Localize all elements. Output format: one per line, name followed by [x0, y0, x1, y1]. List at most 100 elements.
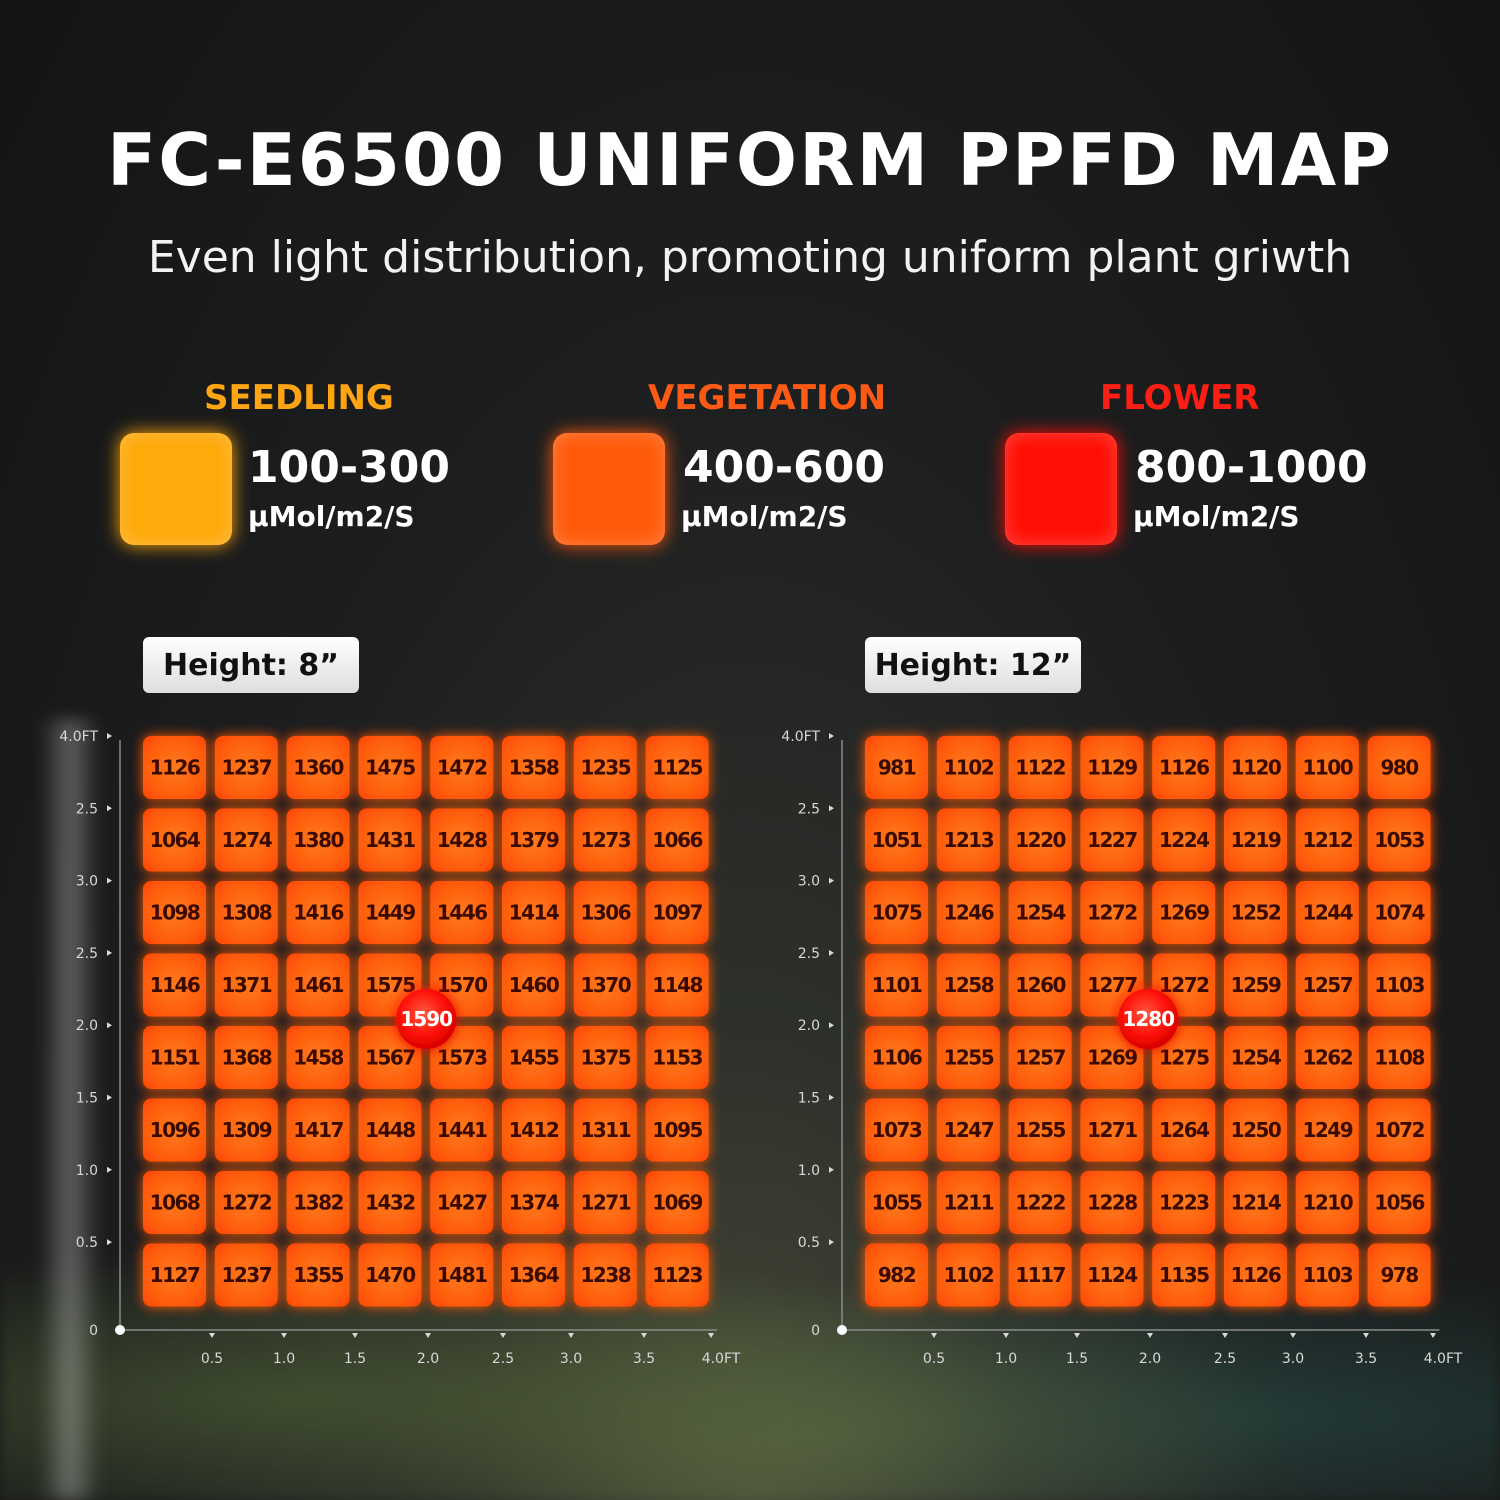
heatmap-cell-value: 1211 [943, 1191, 993, 1215]
legend-swatch [120, 433, 232, 545]
heatmap-cell-value: 1382 [293, 1191, 343, 1215]
heatmap-cell [286, 1098, 350, 1162]
legend-range: 400-600 [683, 442, 885, 493]
legend-unit: μMol/m2/S [248, 500, 415, 533]
x-tick-marker [500, 1333, 506, 1338]
x-tick-label: 1.0 [995, 1351, 1017, 1367]
heatmap-cell [214, 881, 278, 944]
heatmap-cell [1224, 736, 1287, 799]
heatmap-cell [865, 881, 928, 944]
heatmap-cell-value: 1103 [1374, 973, 1424, 997]
heatmap-cell-value: 1360 [293, 756, 343, 780]
heatmap-cell-value: 1570 [437, 973, 487, 997]
height-badge-12in: Height: 12” [865, 637, 1081, 693]
heatmap-cell-value: 1069 [652, 1191, 702, 1215]
heatmap-cell-value: 1277 [1087, 973, 1137, 997]
heatmap-cell [1295, 1026, 1359, 1089]
heatmap-cell [502, 1026, 565, 1089]
heatmap-cell-value: 1446 [437, 901, 487, 925]
x-tick-marker [931, 1333, 937, 1338]
heatmap-cell-value: 1380 [293, 828, 343, 852]
heatmap-cell [1152, 1098, 1216, 1162]
heatmap-cell [865, 1026, 928, 1089]
y-tick-label: 3.0 [798, 874, 820, 890]
y-tick-marker [107, 877, 112, 884]
legend-unit: μMol/m2/S [681, 500, 848, 533]
heatmap-cell [430, 1098, 494, 1162]
y-tick-label: 1.0 [798, 1163, 820, 1179]
heatmap-cell [358, 1171, 422, 1234]
heatmap-cell [286, 881, 350, 944]
y-tick-label: 0 [89, 1323, 98, 1339]
x-tick-label: 4.0FT [702, 1351, 741, 1367]
heatmap-cell-value: 1252 [1231, 901, 1281, 925]
heatmap-cell-value: 1374 [509, 1191, 559, 1215]
legend-swatch [553, 433, 665, 545]
heatmap-cell [214, 1171, 278, 1234]
heatmap-cell-value: 1273 [580, 828, 630, 852]
heatmap-cell [1008, 736, 1072, 799]
y-tick-marker [829, 805, 834, 812]
legend-vegetation: VEGETATION 400-600 μMol/m2/S [553, 378, 933, 558]
heatmap-cell-value: 1368 [221, 1046, 271, 1070]
heatmap-cell-value: 981 [878, 756, 916, 780]
heatmap-cell [1008, 1098, 1072, 1162]
y-tick-label: 0 [811, 1323, 820, 1339]
heatmap-cell [1224, 1243, 1287, 1307]
axis-origin-dot [115, 1325, 125, 1335]
y-tick-label: 0.5 [798, 1235, 820, 1251]
heatmap-cell-value: 1103 [1302, 1263, 1352, 1287]
heatmap-cell-value: 1416 [293, 901, 343, 925]
heatmap-cell [143, 736, 206, 799]
heatmap-cell-value: 1053 [1374, 828, 1424, 852]
y-tick-label: 4.0FT [59, 729, 98, 745]
heatmap-cell [936, 1243, 1000, 1307]
heatmap-cell [1008, 1026, 1072, 1089]
legend-name: VEGETATION [648, 378, 887, 418]
heatmap-cell [865, 953, 928, 1017]
heatmap-cell [502, 808, 565, 872]
heatmap-cell [1295, 736, 1359, 799]
heatmap-cell-value: 1427 [437, 1191, 487, 1215]
y-tick-label: 2.5 [798, 946, 820, 962]
heatmap-cell-value: 1210 [1302, 1191, 1352, 1215]
page-title: FC-E6500 UNIFORM PPFD MAP [107, 118, 1393, 202]
heatmap-cell-value: 1098 [150, 901, 200, 925]
background-light-beam [40, 720, 100, 1500]
heatmap-cell [1295, 808, 1359, 872]
peak-marker [396, 989, 457, 1049]
x-tick-marker [352, 1333, 358, 1338]
heatmap-cell [502, 881, 565, 944]
heatmap-cell [1080, 881, 1144, 944]
x-tick-label: 2.0 [417, 1351, 439, 1367]
heatmap-cell [1080, 1171, 1144, 1234]
heatmap-cell [1224, 808, 1287, 872]
legend-flower: FLOWER 800-1000 μMol/m2/S [1005, 378, 1395, 558]
x-tick-marker [425, 1333, 431, 1338]
heatmap-cell-value: 1056 [1374, 1191, 1424, 1215]
heatmap-cell-value: 1269 [1159, 901, 1209, 925]
y-tick-marker [829, 733, 834, 739]
heatmap-cell-value: 1101 [872, 973, 922, 997]
heatmap-cell-value: 1274 [221, 828, 271, 852]
heatmap-cell-value: 1127 [150, 1263, 200, 1287]
heatmap-cell [1224, 1171, 1287, 1234]
heatmap-cell [1152, 1026, 1216, 1089]
y-tick-label: 4.0FT [781, 729, 820, 745]
heatmap-cell-value: 1212 [1302, 828, 1352, 852]
heatmap-cell [1295, 953, 1359, 1017]
heatmap-cell-value: 1432 [365, 1191, 415, 1215]
page-subtitle: Even light distribution, promoting unifo… [147, 232, 1353, 283]
heatmap-cell-value: 1068 [150, 1191, 200, 1215]
heatmap-cell-value: 1364 [509, 1263, 559, 1287]
heatmap-cell [573, 736, 637, 799]
x-tick-marker [1290, 1333, 1296, 1338]
heatmap-cell-value: 1066 [652, 828, 702, 852]
heatmap-cell-value: 1370 [580, 973, 630, 997]
heatmap-cell-value: 1129 [1087, 756, 1137, 780]
heatmap-cell [286, 1171, 350, 1234]
heatmap-cell-value: 1123 [652, 1263, 702, 1287]
heatmap-cell-value: 1428 [437, 828, 487, 852]
heatmap-cell-value: 1573 [437, 1046, 487, 1070]
heatmap-cell-value: 1235 [580, 756, 630, 780]
